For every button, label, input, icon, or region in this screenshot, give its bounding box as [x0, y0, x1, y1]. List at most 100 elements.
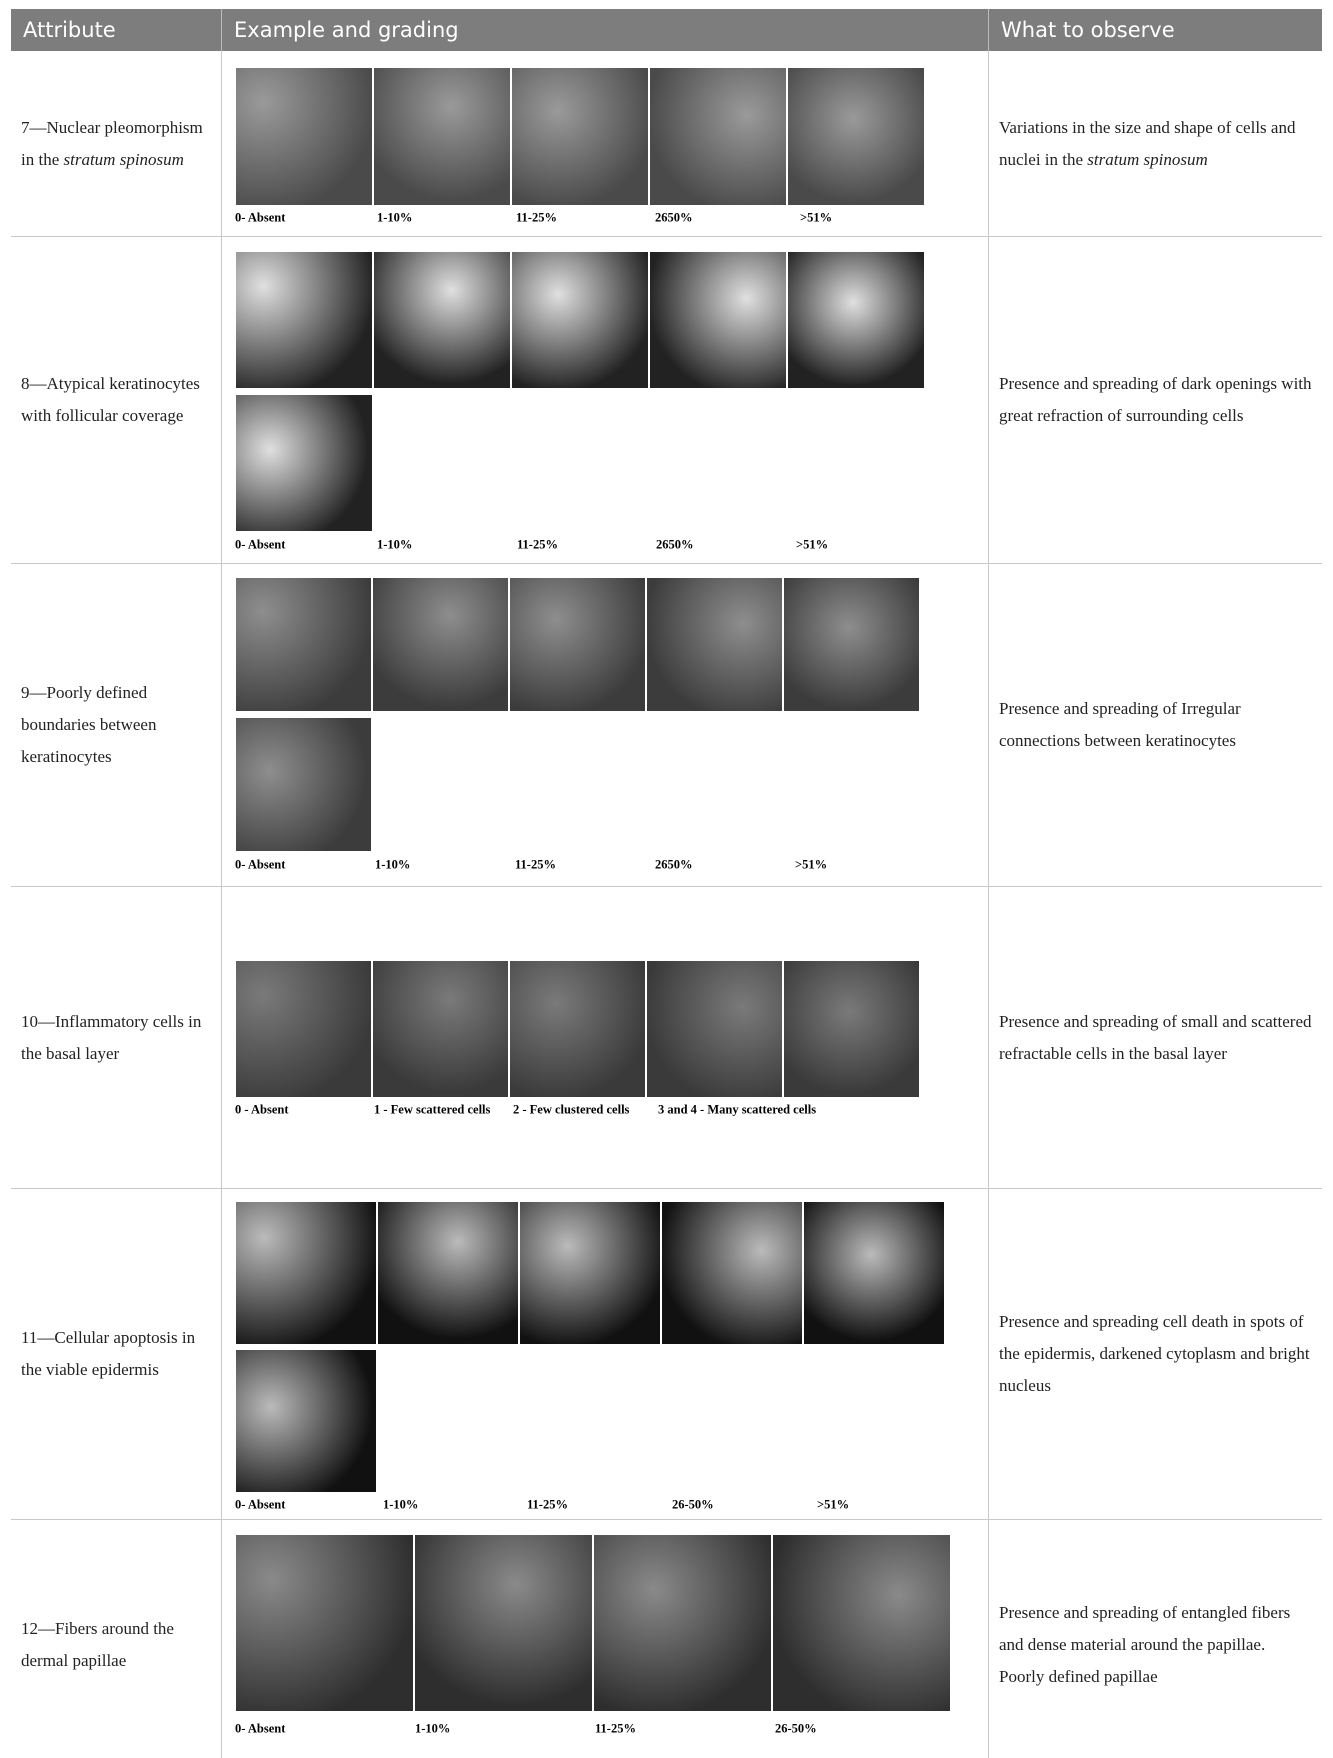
grade-label: 0- Absent — [235, 1722, 285, 1737]
micrograph — [803, 1201, 945, 1345]
micrograph — [235, 394, 373, 532]
grade-label: 1-10% — [383, 1498, 418, 1513]
micrograph — [787, 67, 925, 206]
grade-label: 11-25% — [516, 211, 557, 226]
text-span: stratum spinosum — [1087, 150, 1207, 169]
micrograph — [235, 577, 372, 712]
observe-text: Presence and spreading of entangled fibe… — [999, 1597, 1314, 1693]
micrograph — [519, 1201, 661, 1345]
text-span: 12—Fibers around the dermal papillae — [21, 1619, 174, 1670]
text-span: 9—Poorly defined boundaries between kera… — [21, 683, 156, 766]
micrograph — [772, 1534, 951, 1712]
grade-label: 2650% — [655, 858, 693, 873]
micrograph — [646, 577, 783, 712]
grade-label: 2650% — [656, 538, 694, 553]
text-span: 8—Atypical keratinocytes with follicular… — [21, 374, 200, 425]
observe-cell: Presence and spreading of entangled fibe… — [989, 1520, 1322, 1758]
example-cell: 0- Absent 1-10% 11-25% 2650% >51% — [222, 237, 989, 564]
grade-label: 11-25% — [517, 538, 558, 553]
grade-label: 2 - Few clustered cells — [513, 1103, 629, 1118]
micrograph — [509, 960, 646, 1098]
header-cell: What to observe — [989, 9, 1322, 51]
grade-label: >51% — [817, 1498, 849, 1513]
grade-label: 1-10% — [415, 1722, 450, 1737]
grade-label: 26-50% — [672, 1498, 714, 1513]
micrograph — [235, 960, 372, 1098]
micrograph — [511, 67, 649, 206]
micrograph — [787, 251, 925, 389]
micrograph — [235, 1349, 377, 1493]
example-cell: 0 - Absent 1 - Few scattered cells 2 - Few… — [222, 887, 989, 1189]
grade-label: 0 - Absent — [235, 1103, 288, 1118]
micrograph — [235, 717, 372, 852]
micrograph — [511, 251, 649, 389]
attribute-text: 12—Fibers around the dermal papillae — [21, 1613, 213, 1677]
observe-text: Presence and spreading of Irregular conn… — [999, 693, 1314, 757]
micrograph — [373, 251, 511, 389]
observe-cell: Presence and spreading of dark openings … — [989, 237, 1322, 564]
attribute-text: 8—Atypical keratinocytes with follicular… — [21, 368, 213, 432]
micrograph — [235, 1201, 377, 1345]
grade-label: 3 and 4 - Many scattered cells — [658, 1103, 816, 1118]
text-span: Presence and spreading cell death in spo… — [999, 1312, 1310, 1395]
attribute-cell: 9—Poorly defined boundaries between kera… — [11, 564, 222, 887]
grade-label: 11-25% — [515, 858, 556, 873]
text-span: 11—Cellular apoptosis in the viable epid… — [21, 1328, 195, 1379]
text-span: Presence and spreading of small and scat… — [999, 1012, 1312, 1063]
micrograph — [235, 67, 373, 206]
micrograph — [593, 1534, 772, 1712]
attribute-cell: 12—Fibers around the dermal papillae — [11, 1520, 222, 1758]
grade-label: 1-10% — [377, 538, 412, 553]
micrograph — [377, 1201, 519, 1345]
attribute-text: 9—Poorly defined boundaries between kera… — [21, 677, 213, 773]
grade-label: 1 - Few scattered cells — [374, 1103, 490, 1118]
attribute-text: 11—Cellular apoptosis in the viable epid… — [21, 1322, 213, 1386]
micrograph — [235, 1534, 414, 1712]
micrograph — [373, 67, 511, 206]
text-span: stratum spinosum — [64, 150, 184, 169]
micrograph — [372, 960, 509, 1098]
grade-label: 0- Absent — [235, 858, 285, 873]
text-span: Presence and spreading of dark openings … — [999, 374, 1312, 425]
micrograph — [372, 577, 509, 712]
grade-label: 0- Absent — [235, 1498, 285, 1513]
grade-label: 1-10% — [377, 211, 412, 226]
grade-label: 2650% — [655, 211, 693, 226]
example-cell: 0- Absent 1-10% 11-25% 26-50% — [222, 1520, 989, 1758]
observe-text: Variations in the size and shape of cell… — [999, 112, 1314, 176]
grade-label: 11-25% — [527, 1498, 568, 1513]
text-span: Presence and spreading of Irregular conn… — [999, 699, 1241, 750]
attribute-text: 7—Nuclear pleomorphism in the stratum sp… — [21, 112, 213, 176]
micrograph — [649, 67, 787, 206]
attribute-cell: 10—Inflammatory cells in the basal layer — [11, 887, 222, 1189]
page: Attribute Example and grading What to ob… — [0, 0, 1333, 1758]
observe-text: Presence and spreading cell death in spo… — [999, 1306, 1314, 1402]
example-cell: 0- Absent 1-10% 11-25% 2650% >51% — [222, 564, 989, 887]
observe-text: Presence and spreading of small and scat… — [999, 1006, 1314, 1070]
attribute-cell: 11—Cellular apoptosis in the viable epid… — [11, 1189, 222, 1520]
grade-label: 0- Absent — [235, 211, 285, 226]
grade-label: >51% — [795, 858, 827, 873]
observe-cell: Presence and spreading of small and scat… — [989, 887, 1322, 1189]
micrograph — [661, 1201, 803, 1345]
observe-cell: Variations in the size and shape of cell… — [989, 51, 1322, 237]
attribute-text: 10—Inflammatory cells in the basal layer — [21, 1006, 213, 1070]
micrograph — [235, 251, 373, 389]
header-cell: Attribute — [11, 9, 222, 51]
micrograph — [783, 577, 920, 712]
text-span: Presence and spreading of entangled fibe… — [999, 1603, 1290, 1686]
grade-label: 26-50% — [775, 1722, 817, 1737]
observe-text: Presence and spreading of dark openings … — [999, 368, 1314, 432]
text-span: 10—Inflammatory cells in the basal layer — [21, 1012, 201, 1063]
observe-cell: Presence and spreading cell death in spo… — [989, 1189, 1322, 1520]
attribute-cell: 7—Nuclear pleomorphism in the stratum sp… — [11, 51, 222, 237]
grade-label: 11-25% — [595, 1722, 636, 1737]
grade-label: 1-10% — [375, 858, 410, 873]
example-cell: 0- Absent 1-10% 11-25% 26-50% >51% — [222, 1189, 989, 1520]
grade-label: 0- Absent — [235, 538, 285, 553]
grade-label: >51% — [796, 538, 828, 553]
micrograph — [509, 577, 646, 712]
micrograph — [646, 960, 783, 1098]
micrograph — [783, 960, 920, 1098]
